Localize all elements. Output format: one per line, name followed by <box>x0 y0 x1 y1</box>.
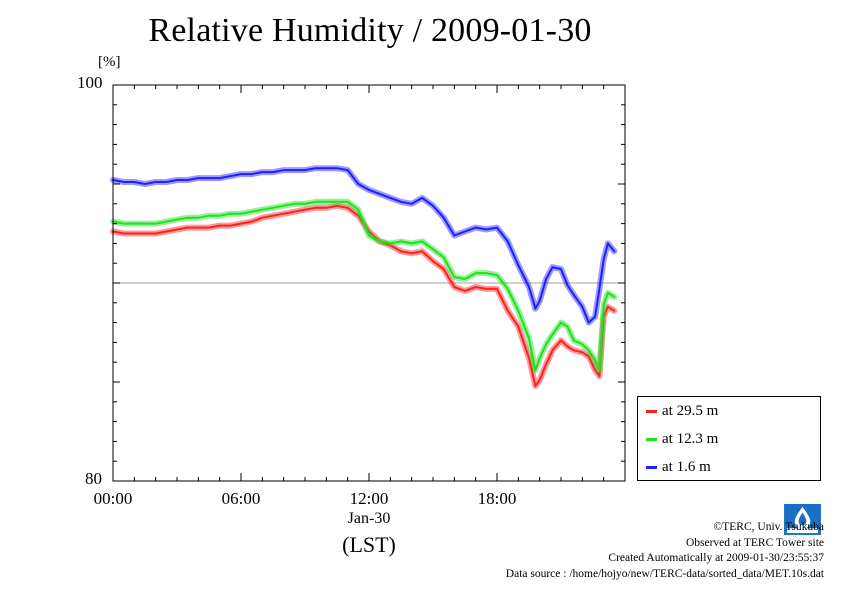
data-source-text: Data source : /home/hojyo/new/TERC-data/… <box>505 567 824 580</box>
terc-logo-icon <box>784 503 821 536</box>
y-tick-label-80: 80 <box>85 469 102 488</box>
legend-label: at 29.5 m <box>662 403 719 419</box>
series-line-2 <box>112 167 616 324</box>
chart-legend: at 29.5 m at 12.3 m at 1.6 m <box>637 396 821 481</box>
x-tick-label-0000: 00:00 <box>93 489 133 508</box>
x-tick-label-0600: 06:00 <box>221 489 261 508</box>
legend-entry-1-6m: at 1.6 m <box>646 459 711 476</box>
y-axis-unit: [%] <box>98 54 121 70</box>
legend-label: at 12.3 m <box>662 431 719 447</box>
y-tick-label-100: 100 <box>77 73 103 92</box>
site-text: Observed at TERC Tower site <box>685 536 824 549</box>
series-line-1 <box>112 200 616 372</box>
x-tick-label-1800: 18:00 <box>477 489 517 508</box>
chart-title: Relative Humidity / 2009-01-30 <box>148 12 592 49</box>
series-line-0 <box>112 204 616 387</box>
legend-label: at 1.6 m <box>662 459 711 475</box>
legend-swatch-green <box>646 438 657 441</box>
credits-block: ©TERC, Univ. Tsukuba Observed at TERC To… <box>506 520 824 582</box>
legend-entry-12-3m: at 12.3 m <box>646 431 718 448</box>
created-text: Created Automatically at 2009-01-30/23:5… <box>608 552 824 565</box>
x-axis-timezone-label: (LST) <box>342 532 396 557</box>
x-axis-date-label: Jan-30 <box>347 510 391 527</box>
x-tick-label-1200: 12:00 <box>349 489 389 508</box>
copyright-text: ©TERC, Univ. Tsukuba <box>713 521 824 533</box>
legend-swatch-red <box>646 410 657 413</box>
legend-swatch-blue <box>646 466 657 469</box>
legend-entry-29-5m: at 29.5 m <box>646 403 718 420</box>
